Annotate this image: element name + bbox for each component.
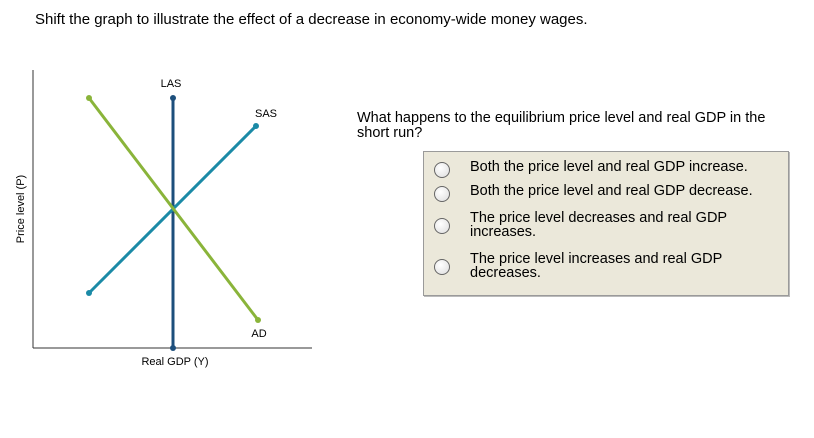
- answer-option[interactable]: Both the price level and real GDP increa…: [424, 160, 788, 178]
- sas-handle[interactable]: [253, 123, 259, 129]
- las-handle[interactable]: [170, 345, 176, 351]
- radio-button[interactable]: [434, 259, 450, 275]
- radio-button[interactable]: [434, 186, 450, 202]
- option-label[interactable]: The price level decreases and real GDP i…: [470, 210, 727, 240]
- instruction: Shift the graph to illustrate the effect…: [35, 11, 588, 28]
- option-label[interactable]: The price level increases and real GDP d…: [470, 251, 722, 281]
- las-handle[interactable]: [170, 95, 176, 101]
- answer-option[interactable]: Both the price level and real GDP decrea…: [424, 184, 788, 202]
- option-label[interactable]: Both the price level and real GDP decrea…: [470, 183, 753, 199]
- sas-label: SAS: [255, 108, 277, 120]
- x-axis-label: Real GDP (Y): [141, 356, 208, 368]
- radio-button[interactable]: [434, 218, 450, 234]
- options-box: Both the price level and real GDP increa…: [423, 151, 789, 296]
- ad-label: AD: [251, 328, 266, 340]
- question: What happens to the equilibrium price le…: [357, 110, 766, 141]
- sas-handle[interactable]: [86, 290, 92, 296]
- radio-button[interactable]: [434, 162, 450, 178]
- ad-handle[interactable]: [255, 317, 261, 323]
- option-label[interactable]: Both the price level and real GDP increa…: [470, 159, 748, 175]
- answer-option[interactable]: The price level increases and real GDP d…: [424, 252, 788, 280]
- ad-curve[interactable]: [87, 97, 260, 321]
- las-label: LAS: [161, 78, 182, 90]
- answer-option[interactable]: The price level decreases and real GDP i…: [424, 211, 788, 239]
- y-axis-label: Price level (P): [15, 175, 27, 243]
- graph[interactable]: Price level (P) Real GDP (Y) LAS SAS AD: [0, 60, 330, 380]
- ad-handle[interactable]: [86, 95, 92, 101]
